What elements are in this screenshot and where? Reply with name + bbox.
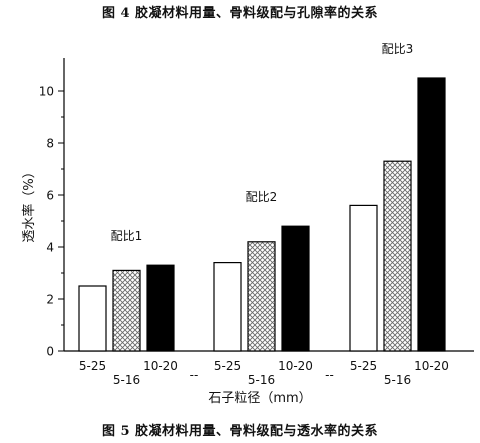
x-tick-label: 5-25 — [214, 359, 241, 373]
bar-2-5-25 — [213, 262, 242, 352]
bar-3-5-25 — [349, 204, 378, 352]
x-tick-label: 5-16 — [113, 373, 140, 387]
bar-2-5-16 — [247, 241, 276, 352]
x-tick-label: 5-25 — [350, 359, 377, 373]
bar-2-10-20 — [281, 225, 310, 352]
figure-caption-top: 图 4 胶凝材料用量、骨料级配与孔隙率的关系 — [101, 6, 379, 21]
x-tick-label: 5-16 — [384, 373, 411, 387]
figure-caption-bottom: 图 5 胶凝材料用量、骨料级配与透水率的关系 — [101, 424, 379, 439]
x-tick-label: 5-16 — [248, 373, 275, 387]
group-label: 配比2 — [246, 190, 278, 204]
y-tick-label: 4 — [46, 241, 54, 255]
y-tick-label: 2 — [46, 293, 54, 307]
x-tick-label: 10-20 — [278, 359, 313, 373]
y-tick-label: 6 — [46, 189, 54, 203]
bar-1-5-25 — [78, 285, 107, 352]
y-tick-label: 0 — [46, 345, 54, 359]
y-tick-label: 10 — [39, 85, 54, 99]
group-label: 配比3 — [382, 42, 414, 56]
x-group-separator: -- — [190, 368, 199, 382]
bar-3-10-20 — [417, 77, 446, 352]
bar-1-10-20 — [146, 264, 175, 352]
bar-1-5-16 — [112, 269, 141, 352]
bar-3-5-16 — [383, 160, 412, 352]
y-axis-label: 透水率（%） — [21, 165, 37, 242]
x-tick-label: 5-25 — [79, 359, 106, 373]
group-label: 配比1 — [111, 229, 143, 243]
x-axis-label: 石子粒径（mm） — [208, 391, 311, 406]
x-tick-label: 10-20 — [414, 359, 449, 373]
y-tick-label: 8 — [46, 137, 54, 151]
x-tick-label: 10-20 — [143, 359, 178, 373]
x-group-separator: -- — [325, 368, 334, 382]
